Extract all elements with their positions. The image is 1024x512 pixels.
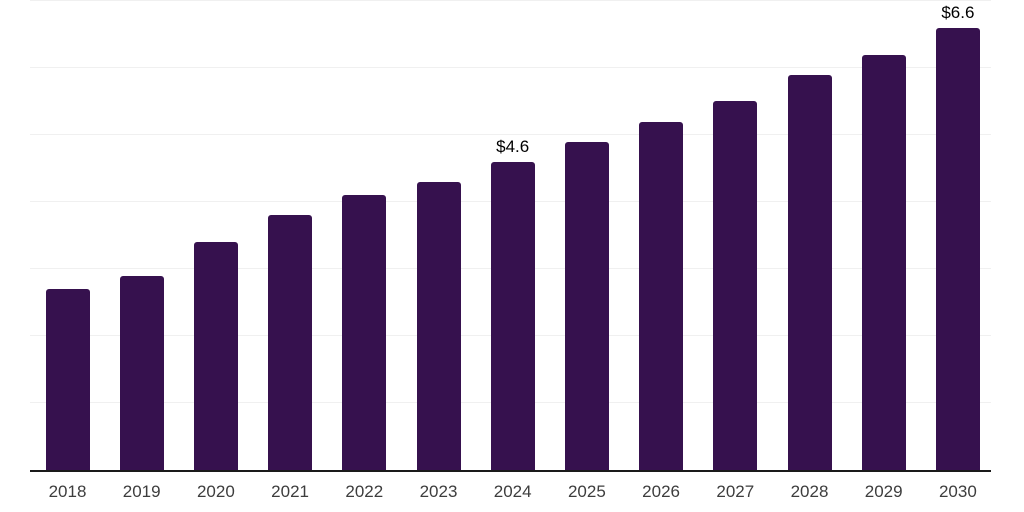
x-tick-label-2018: 2018 [48, 482, 87, 501]
x-tick-label-2029: 2029 [864, 482, 903, 501]
bar-2029 [862, 55, 906, 470]
x-tick-label-2028: 2028 [790, 482, 829, 501]
x-tick-label-2027: 2027 [716, 482, 755, 501]
x-tick-label-2020: 2020 [196, 482, 235, 501]
bar-2019 [120, 276, 164, 470]
x-tick-label-2021: 2021 [271, 482, 310, 501]
bar-value-label-2024: $4.6 [496, 137, 530, 156]
bar-2028 [788, 75, 832, 470]
bar-2021 [268, 215, 312, 470]
x-axis-tick-labels: 2018 2019 2020 2021 2022 2023 2024 2025 2026 2027… [30, 482, 991, 507]
x-tick-label-2023: 2023 [419, 482, 458, 501]
bar-2022 [342, 195, 386, 470]
bar-2030 [936, 28, 980, 470]
bar-2025 [565, 142, 609, 470]
x-tick-label-2024: 2024 [493, 482, 532, 501]
bar-2020 [194, 242, 238, 470]
bar-2027 [713, 101, 757, 470]
x-tick-label-2025: 2025 [567, 482, 606, 501]
bar-2024 [491, 162, 535, 470]
x-tick-label-2026: 2026 [642, 482, 681, 501]
gridline [30, 134, 991, 135]
gridline [30, 0, 991, 1]
x-tick-label-2030: 2030 [938, 482, 977, 501]
x-tick-label-2022: 2022 [345, 482, 384, 501]
bar-2023 [417, 182, 461, 470]
bar-2018 [46, 289, 90, 470]
bar-2026 [639, 122, 683, 470]
bar-value-label-2030: $6.6 [941, 3, 975, 22]
plot-area: $4.6 $6.6 [30, 0, 991, 472]
gridline [30, 67, 991, 68]
x-tick-label-2019: 2019 [122, 482, 161, 501]
